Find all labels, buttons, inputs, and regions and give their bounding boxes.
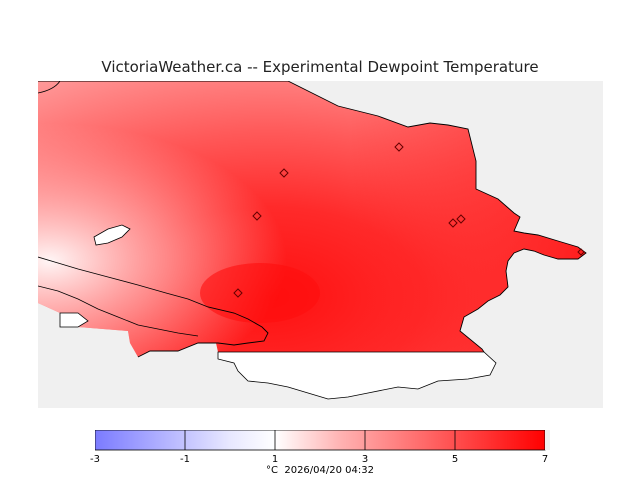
coastline xyxy=(38,81,587,353)
island xyxy=(93,224,131,246)
station-markers xyxy=(233,142,585,298)
scale-tick-label: 3 xyxy=(361,454,369,465)
map-caption: °C 2026/04/20 04:32 xyxy=(0,465,640,476)
dewpoint-map xyxy=(38,81,603,408)
color-scale xyxy=(95,430,550,451)
scale-tick-label: 1 xyxy=(271,454,279,465)
scale-tick-label: -3 xyxy=(90,454,100,465)
southern-land xyxy=(217,351,497,400)
scale-tick-label: -1 xyxy=(180,454,190,465)
scale-tick-label: 5 xyxy=(451,454,459,465)
scale-tick-label: 7 xyxy=(541,454,549,465)
map-title: VictoriaWeather.ca -- Experimental Dewpo… xyxy=(101,58,539,76)
timestamp-label: 2026/04/20 04:32 xyxy=(284,465,374,476)
unit-label: °C xyxy=(266,465,278,476)
